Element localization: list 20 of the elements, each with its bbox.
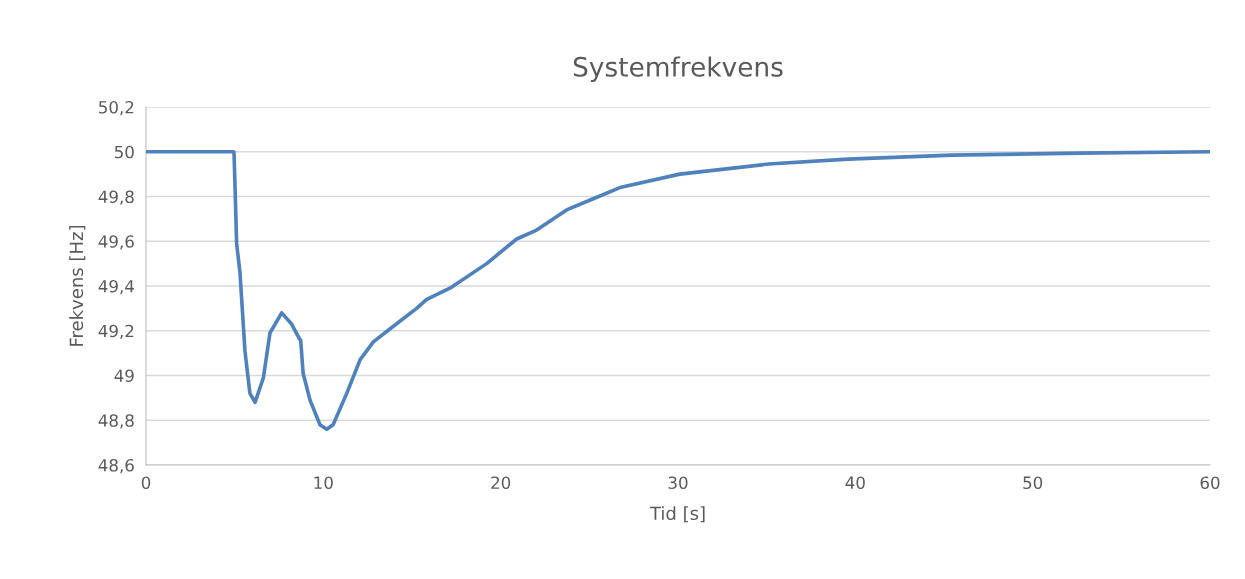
x-axis-title: Tid [s] (649, 506, 705, 523)
x-tick-label: 40 (845, 476, 865, 490)
y-tick-label: 50,2 (99, 100, 134, 116)
y-tick-label: 49 (114, 369, 134, 383)
y-axis-title: Frekvens [Hz] (69, 225, 86, 346)
y-tick-label: 48,6 (98, 458, 134, 474)
x-tick-label: 0 (141, 476, 151, 490)
y-tick-label: 49,4 (98, 279, 134, 295)
y-tick-label: 49,2 (98, 324, 134, 340)
line-series (146, 149, 1210, 432)
y-tick-label: 48,8 (98, 414, 134, 429)
y-tick-label: 49,8 (98, 190, 134, 205)
chart-title: Systemfrekvens (573, 56, 783, 82)
x-tick-label: 30 (668, 476, 688, 490)
y-tick-label: 50 (114, 145, 134, 159)
x-tick-label: 50 (1023, 476, 1043, 490)
x-tick-label: 20 (491, 476, 511, 490)
x-tick-label: 10 (314, 476, 333, 490)
y-tick-label: 49,6 (98, 235, 134, 250)
x-tick-label: 60 (1200, 476, 1220, 490)
